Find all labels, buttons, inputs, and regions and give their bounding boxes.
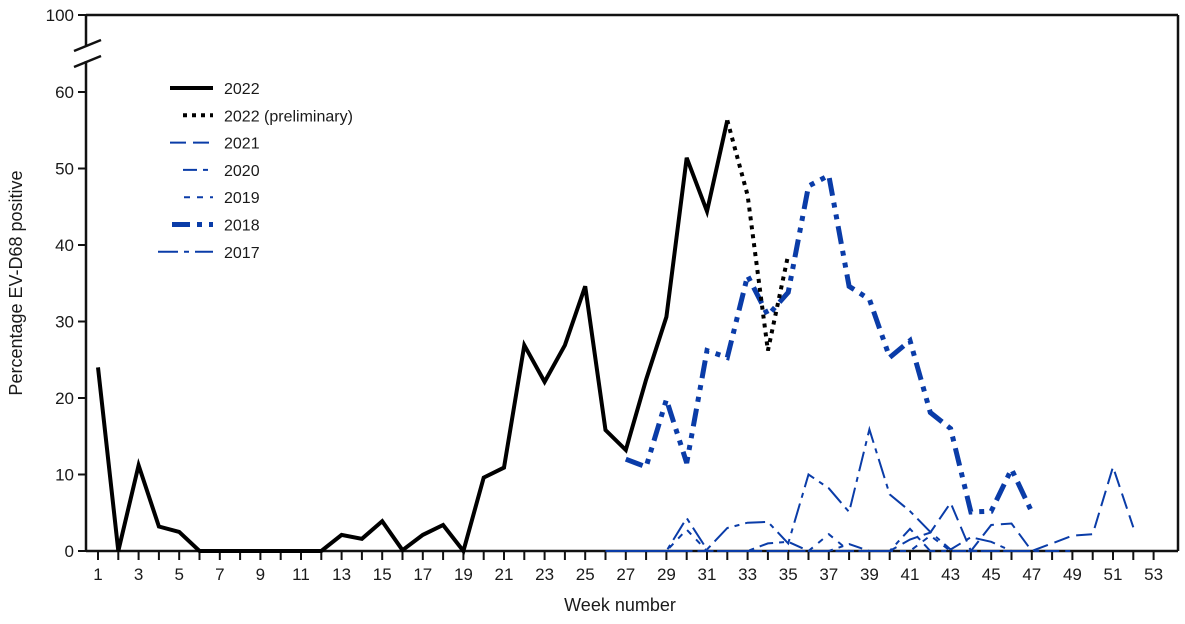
x-tick-label: 5 [174, 565, 183, 584]
x-tick-label: 43 [941, 565, 960, 584]
x-tick-label: 53 [1144, 565, 1163, 584]
y-tick-label: 30 [55, 313, 74, 332]
legend-label: 2021 [224, 136, 260, 153]
x-tick-label: 23 [535, 565, 554, 584]
x-tick-label: 17 [413, 565, 432, 584]
x-tick-label: 51 [1104, 565, 1123, 584]
x-tick-label: 45 [982, 565, 1001, 584]
x-tick-label: 21 [495, 565, 514, 584]
series-line-2022-preliminary [725, 119, 791, 352]
legend-label: 2020 [224, 163, 260, 180]
x-tick-label: 7 [215, 565, 224, 584]
x-tick-label: 13 [332, 565, 351, 584]
x-tick-label: 35 [779, 565, 798, 584]
legend-item: 2017 [158, 245, 260, 262]
x-tick-label: 31 [698, 565, 717, 584]
y-axis-title: Percentage EV-D68 positive [6, 170, 26, 395]
x-tick-label: 29 [657, 565, 676, 584]
legend-item: 2022 [170, 81, 260, 98]
legend-item: 2022 (preliminary) [183, 108, 353, 125]
x-tick-label: 15 [373, 565, 392, 584]
legend-label: 2022 (preliminary) [224, 108, 353, 125]
x-tick-label: 41 [901, 565, 920, 584]
x-tick-label: 25 [576, 565, 595, 584]
series-line-2022 [96, 119, 730, 556]
x-tick-label: 3 [134, 565, 143, 584]
legend-item: 2020 [183, 163, 260, 180]
legend: 2022 2022 (preliminary) 2021 2020 2019 2018 20… [158, 81, 353, 262]
x-axis: 1 3 5 7 9 11 13 15 17 19 21 23 25 27 29 31 33 35 37 39 41 43 4… [93, 551, 1163, 584]
x-tick-label: 9 [256, 565, 265, 584]
legend-label: 2017 [224, 245, 260, 262]
y-tick-label: 50 [55, 160, 74, 179]
x-tick-label: 49 [1063, 565, 1082, 584]
legend-item: 2018 [172, 218, 260, 235]
y-tick-label: 10 [55, 466, 74, 485]
x-tick-label: 33 [738, 565, 757, 584]
legend-item: 2019 [184, 190, 260, 207]
series-line-2017 [605, 425, 1032, 552]
legend-label: 2022 [224, 81, 260, 98]
axis-break-mark [73, 54, 102, 69]
legend-label: 2018 [224, 218, 260, 235]
x-tick-label: 11 [292, 565, 310, 584]
legend-item: 2021 [170, 136, 260, 153]
x-tick-label: 1 [93, 565, 102, 584]
series-line-2018 [624, 171, 1035, 515]
y-tick-label: 100 [46, 6, 74, 25]
x-tick-label: 47 [1022, 565, 1041, 584]
x-tick-label: 37 [819, 565, 838, 584]
y-tick-label: 60 [55, 83, 74, 102]
x-tick-label: 27 [616, 565, 635, 584]
series-layer [96, 119, 1135, 556]
x-tick-label: 39 [860, 565, 879, 584]
legend-label: 2019 [224, 190, 260, 207]
axis-break-mark [73, 38, 102, 53]
series-line-2021 [605, 463, 1135, 553]
y-tick-label: 0 [65, 542, 74, 561]
y-tick-label: 20 [55, 389, 74, 408]
series-line-2019 [605, 528, 1032, 552]
y-axis: 0 10 20 30 40 50 60 100 [46, 6, 86, 561]
x-tick-label: 19 [454, 565, 473, 584]
x-axis-title: Week number [564, 595, 676, 615]
y-tick-label: 40 [55, 236, 74, 255]
